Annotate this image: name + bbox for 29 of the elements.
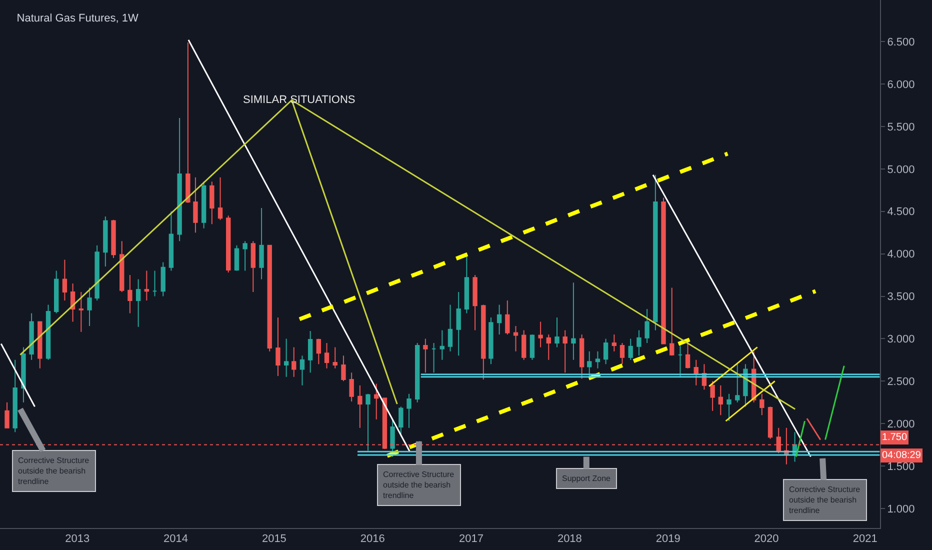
y-tick-label: 2.000 (887, 418, 915, 430)
y-tick-label: 6.000 (887, 78, 915, 91)
annotation: Corrective Structure outside the bearish trendline (383, 470, 455, 500)
y-tick-label: 3.000 (887, 334, 915, 346)
text: 04:08:29 (882, 450, 922, 461)
x-tick-label: 2021 (852, 533, 878, 546)
y-tick-label: 4.000 (887, 248, 915, 261)
annotation: SIMILAR SITUATIONS (243, 94, 356, 106)
text: Natural Gas Futures, 1W (16, 12, 140, 24)
y-tick-label: 1.000 (887, 503, 915, 516)
y-tick-label: 6.500 (887, 36, 915, 48)
annotation: Corrective Structure outside the bearish trendline (18, 456, 90, 486)
x-tick-label: 2017 (459, 533, 484, 546)
x-tick-label: 2013 (65, 533, 90, 546)
y-tick-label: 2.500 (887, 376, 915, 388)
annotation: Corrective Structure outside the bearish trendline (789, 485, 861, 515)
y-tick-label: 4.500 (887, 206, 915, 218)
x-tick-label: 2019 (656, 533, 680, 546)
y-tick-label: 5.000 (887, 164, 915, 176)
y-tick-label: 3.500 (887, 291, 915, 304)
x-tick-label: 2015 (262, 533, 286, 546)
ref-line-label: 1.750 (882, 432, 908, 443)
annotation: Support Zone (562, 474, 612, 483)
y-tick-label: 5.500 (887, 121, 915, 134)
x-tick-label: 2016 (360, 533, 385, 546)
y-tick-label: 1.500 (887, 460, 915, 473)
x-tick-label: 2018 (557, 533, 582, 546)
x-tick-label: 2020 (754, 533, 779, 546)
x-tick-label: 2014 (164, 533, 188, 546)
